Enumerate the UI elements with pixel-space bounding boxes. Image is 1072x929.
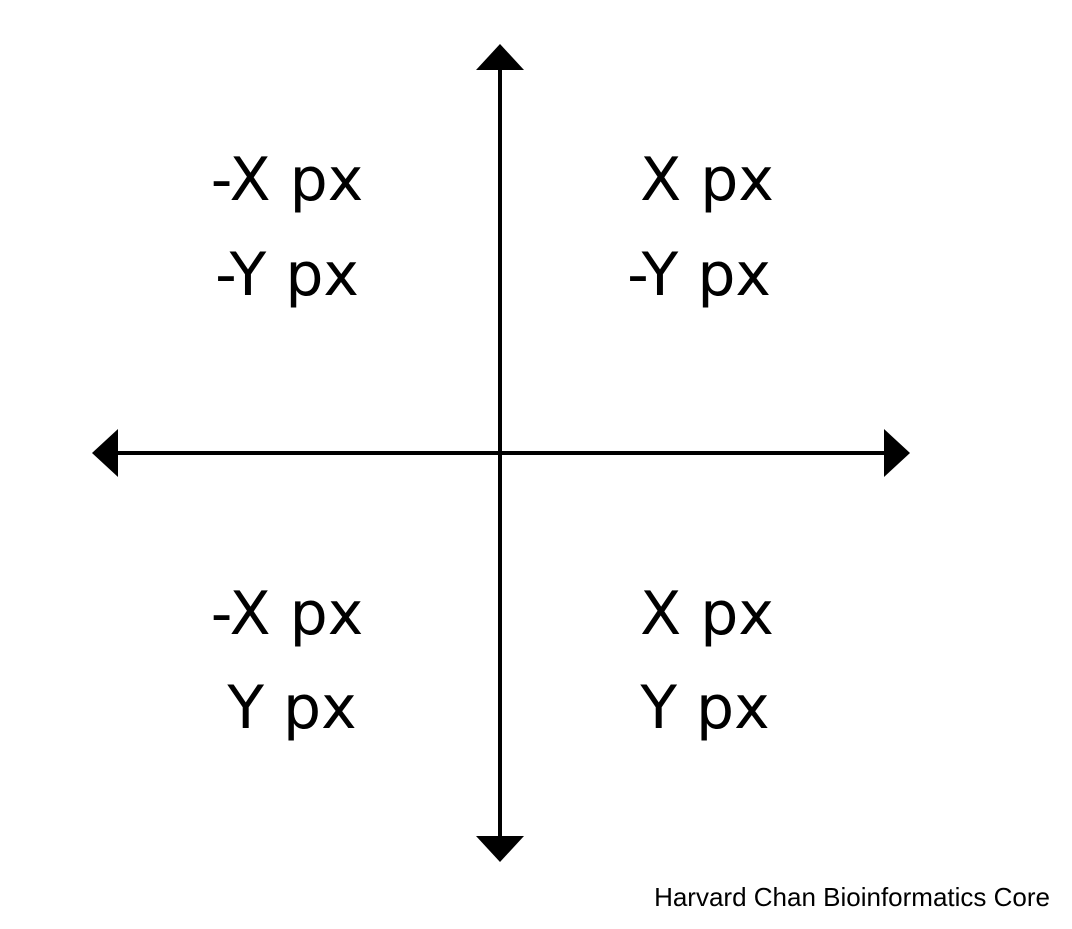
top-left-y-label: -Y px bbox=[215, 240, 359, 310]
credit-text: Harvard Chan Bioinformatics Core bbox=[654, 882, 1050, 912]
top-right-y-label: -Y px bbox=[627, 240, 771, 310]
axis-arrow-right bbox=[884, 429, 910, 477]
axis-arrow-up bbox=[476, 44, 524, 70]
bottom-left-x-label: -X px bbox=[211, 579, 363, 649]
bottom-right-x-label: X px bbox=[640, 579, 774, 649]
top-right-x-label: X px bbox=[640, 145, 774, 215]
bottom-right-y-label: Y px bbox=[639, 673, 769, 743]
axis-arrow-left bbox=[92, 429, 118, 477]
bottom-left-y-label: Y px bbox=[226, 673, 356, 743]
axis-arrow-down bbox=[476, 836, 524, 862]
top-left-x-label: -X px bbox=[211, 145, 363, 215]
